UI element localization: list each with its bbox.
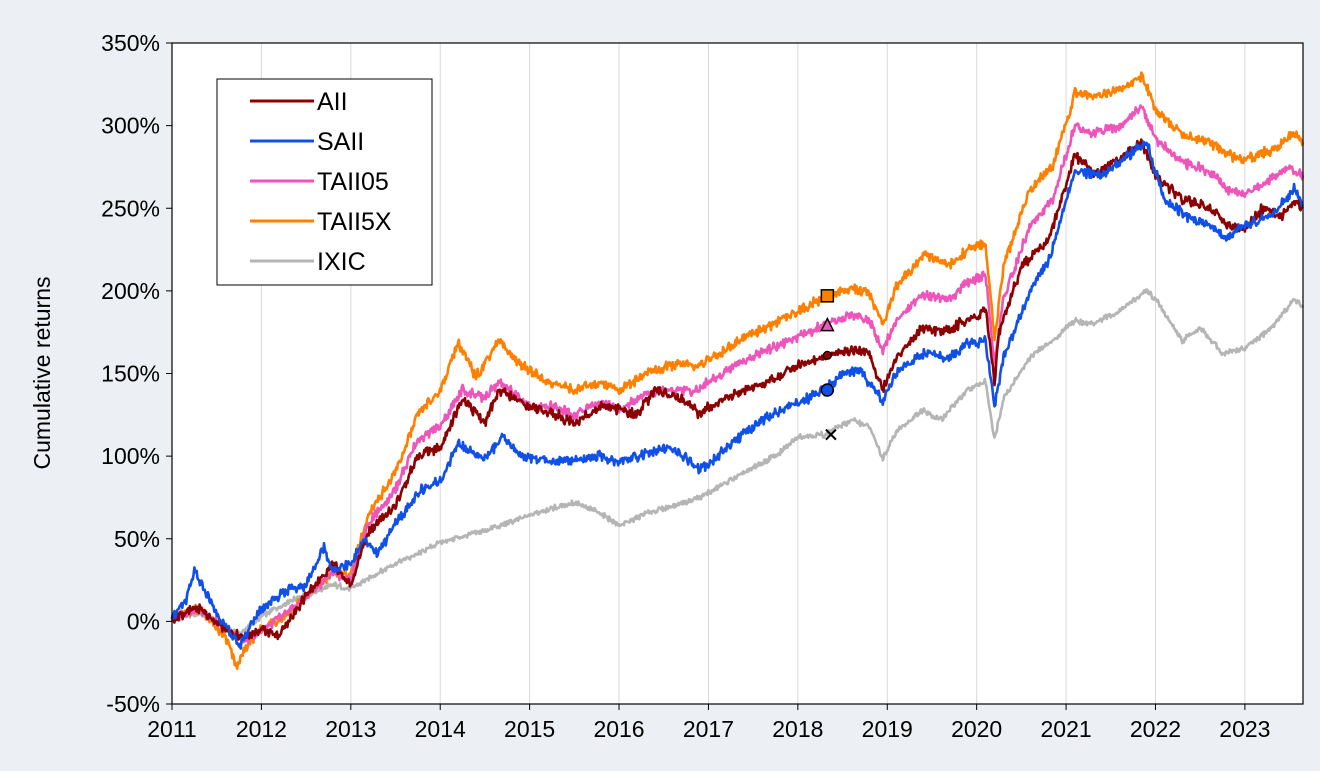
series-line-ixic	[170, 288, 1305, 638]
legend-label-saii: SAII	[317, 128, 364, 156]
marker-taii05	[820, 316, 835, 332]
x-tick-label: 2018	[772, 716, 823, 742]
axis-layer: 2011 2012 2013 2014 2015 2016 2017 2018 2019 2020…	[101, 30, 1270, 742]
y-tick-label: 150%	[101, 361, 160, 387]
marker-taii5x	[820, 289, 835, 303]
x-tick-label: 2022	[1130, 716, 1181, 742]
y-tick-label: 200%	[101, 278, 160, 304]
marker-layer	[820, 289, 837, 441]
x-tick-label: 2014	[415, 716, 466, 742]
y-tick-label: 350%	[101, 30, 160, 56]
x-tick-label: 2020	[951, 716, 1002, 742]
x-tick-label: 2013	[325, 716, 376, 742]
x-tick-label: 2017	[683, 716, 734, 742]
y-axis-label: Cumulative returns	[29, 276, 55, 469]
x-tick-label: 2016	[593, 716, 644, 742]
grid-layer	[260, 43, 1246, 704]
x-tick-label: 2012	[236, 716, 287, 742]
y-tick-label: 50%	[114, 526, 160, 552]
x-tick-label: 2011	[147, 716, 196, 742]
x-tick-label: 2023	[1219, 716, 1270, 742]
legend-label-ixic: IXIC	[317, 248, 366, 276]
x-tick-label: 2021	[1040, 716, 1091, 742]
x-tick-label: 2015	[504, 716, 555, 742]
marker-ixic	[825, 428, 837, 441]
legend-label-aii: AII	[317, 88, 348, 116]
y-tick-label: 100%	[101, 443, 160, 469]
y-tick-label: 300%	[101, 113, 160, 139]
y-tick-label: -50%	[106, 691, 160, 717]
series-line-taii5x	[170, 71, 1305, 670]
marker-aii	[822, 350, 832, 360]
legend: AII SAII TAII05 TAII5X IXIC	[216, 78, 433, 286]
legend-label-taii05: TAII05	[317, 168, 389, 196]
x-tick-label: 2019	[862, 716, 913, 742]
series-line-saii	[170, 140, 1305, 650]
y-tick-label: 0%	[127, 608, 160, 634]
marker-saii	[820, 383, 835, 397]
legend-label-taii5x: TAII5X	[317, 208, 392, 236]
marker-x-stroke	[825, 428, 837, 441]
series-layer	[170, 71, 1305, 670]
y-tick-label: 250%	[101, 195, 160, 221]
